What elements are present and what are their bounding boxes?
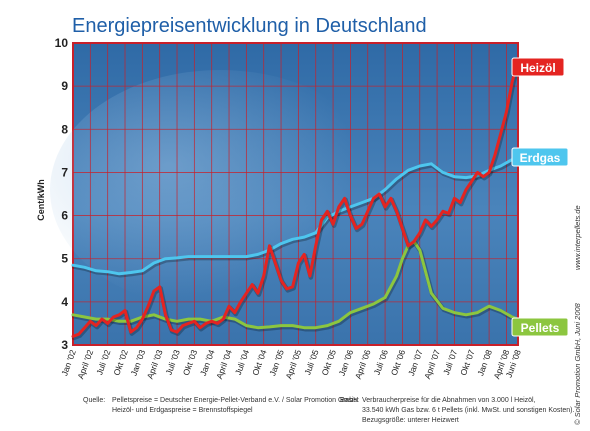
x-tick-1: April '02 <box>75 348 95 380</box>
x-tick-3: Okt '02 <box>111 348 130 377</box>
x-tick-2: Juli '02 <box>94 348 112 376</box>
x-tick-8: Jan '04 <box>198 348 217 377</box>
legend-heizoel-badge <box>511 57 565 77</box>
source-line-1: Pelletspreise = Deutscher Energie-Pellet… <box>112 397 358 404</box>
x-tick-9: April '04 <box>214 348 234 380</box>
x-tick-13: April '05 <box>283 348 303 380</box>
x-tick-6: Juli '03 <box>164 348 182 376</box>
y-tick-6: 9 <box>61 79 68 93</box>
x-tick-4: Jan '03 <box>129 348 148 377</box>
y-tick-2: 5 <box>61 252 68 266</box>
x-tick-22: Juli '07 <box>441 348 459 376</box>
basis-line-3: Bezugsgröße: unterer Heizwert <box>362 417 459 424</box>
side-copyright: © Solar Promotion GmbH, Juni 2008 <box>573 302 582 425</box>
series-line-pellets <box>71 240 520 330</box>
x-tick-12: Jan '05 <box>267 348 286 377</box>
legend-pellets-label: Pellets <box>521 321 560 335</box>
y-tick-1: 4 <box>61 295 68 309</box>
side-url: www.interpellets.de <box>573 205 582 270</box>
source-line-2: Heizöl- und Erdgaspreise = Brennstoffspi… <box>112 407 253 414</box>
y-tick-4: 7 <box>61 165 68 179</box>
source-label: Quelle: <box>83 397 105 404</box>
x-tick-19: Okt '06 <box>389 348 408 377</box>
series-lines <box>71 58 522 341</box>
x-tick-11: Okt '04 <box>250 348 269 377</box>
y-tick-0: 3 <box>61 338 68 352</box>
y-axis-ticks: 3 4 5 6 7 8 9 10 <box>55 36 69 352</box>
legend-erdgas-label: Erdgas <box>520 151 561 165</box>
x-tick-15: Okt '05 <box>319 348 338 377</box>
x-tick-10: Juli '04 <box>233 348 251 376</box>
y-tick-5: 8 <box>61 122 68 136</box>
legend-erdgas: Erdgas <box>511 147 569 167</box>
x-tick-7: Okt '03 <box>181 348 200 377</box>
y-tick-7: 10 <box>55 36 69 50</box>
x-tick-24: Jan '08 <box>475 348 494 377</box>
series-line-heizoel <box>71 58 520 338</box>
legend-heizoel-label: Heizöl <box>520 61 555 75</box>
x-tick-17: April '06 <box>353 348 373 380</box>
legend-heizoel: Heizöl <box>511 57 565 77</box>
grid-lines <box>72 43 519 345</box>
y-tick-3: 6 <box>61 209 68 223</box>
chart-title: Energiepreisentwicklung in Deutschland <box>72 15 427 37</box>
y-axis-label: Cent/kWh <box>36 179 46 221</box>
x-tick-21: April '07 <box>422 348 442 380</box>
x-tick-16: Jan '06 <box>337 348 356 377</box>
legend-erdgas-badge <box>511 147 569 167</box>
basis-line-1: Verbraucherpreise für die Abnahmen von 3… <box>362 397 536 404</box>
x-tick-20: Jan '07 <box>406 348 425 377</box>
legend-pellets-badge <box>511 317 569 337</box>
x-tick-23: Okt '07 <box>458 348 477 377</box>
x-tick-0: Jan '02 <box>59 348 78 377</box>
x-tick-14: Juli '05 <box>302 348 320 376</box>
background-photo-glow <box>50 70 390 310</box>
x-tick-18: Juli '06 <box>372 348 390 376</box>
basis-line-2: 33.540 kWh Gas bzw. 6 t Pellets (inkl. M… <box>362 407 574 414</box>
x-tick-5: April '03 <box>145 348 165 380</box>
legend-pellets: Pellets <box>511 317 569 337</box>
basis-label: Basis: <box>340 397 359 404</box>
series-line-erdgas <box>71 154 520 276</box>
